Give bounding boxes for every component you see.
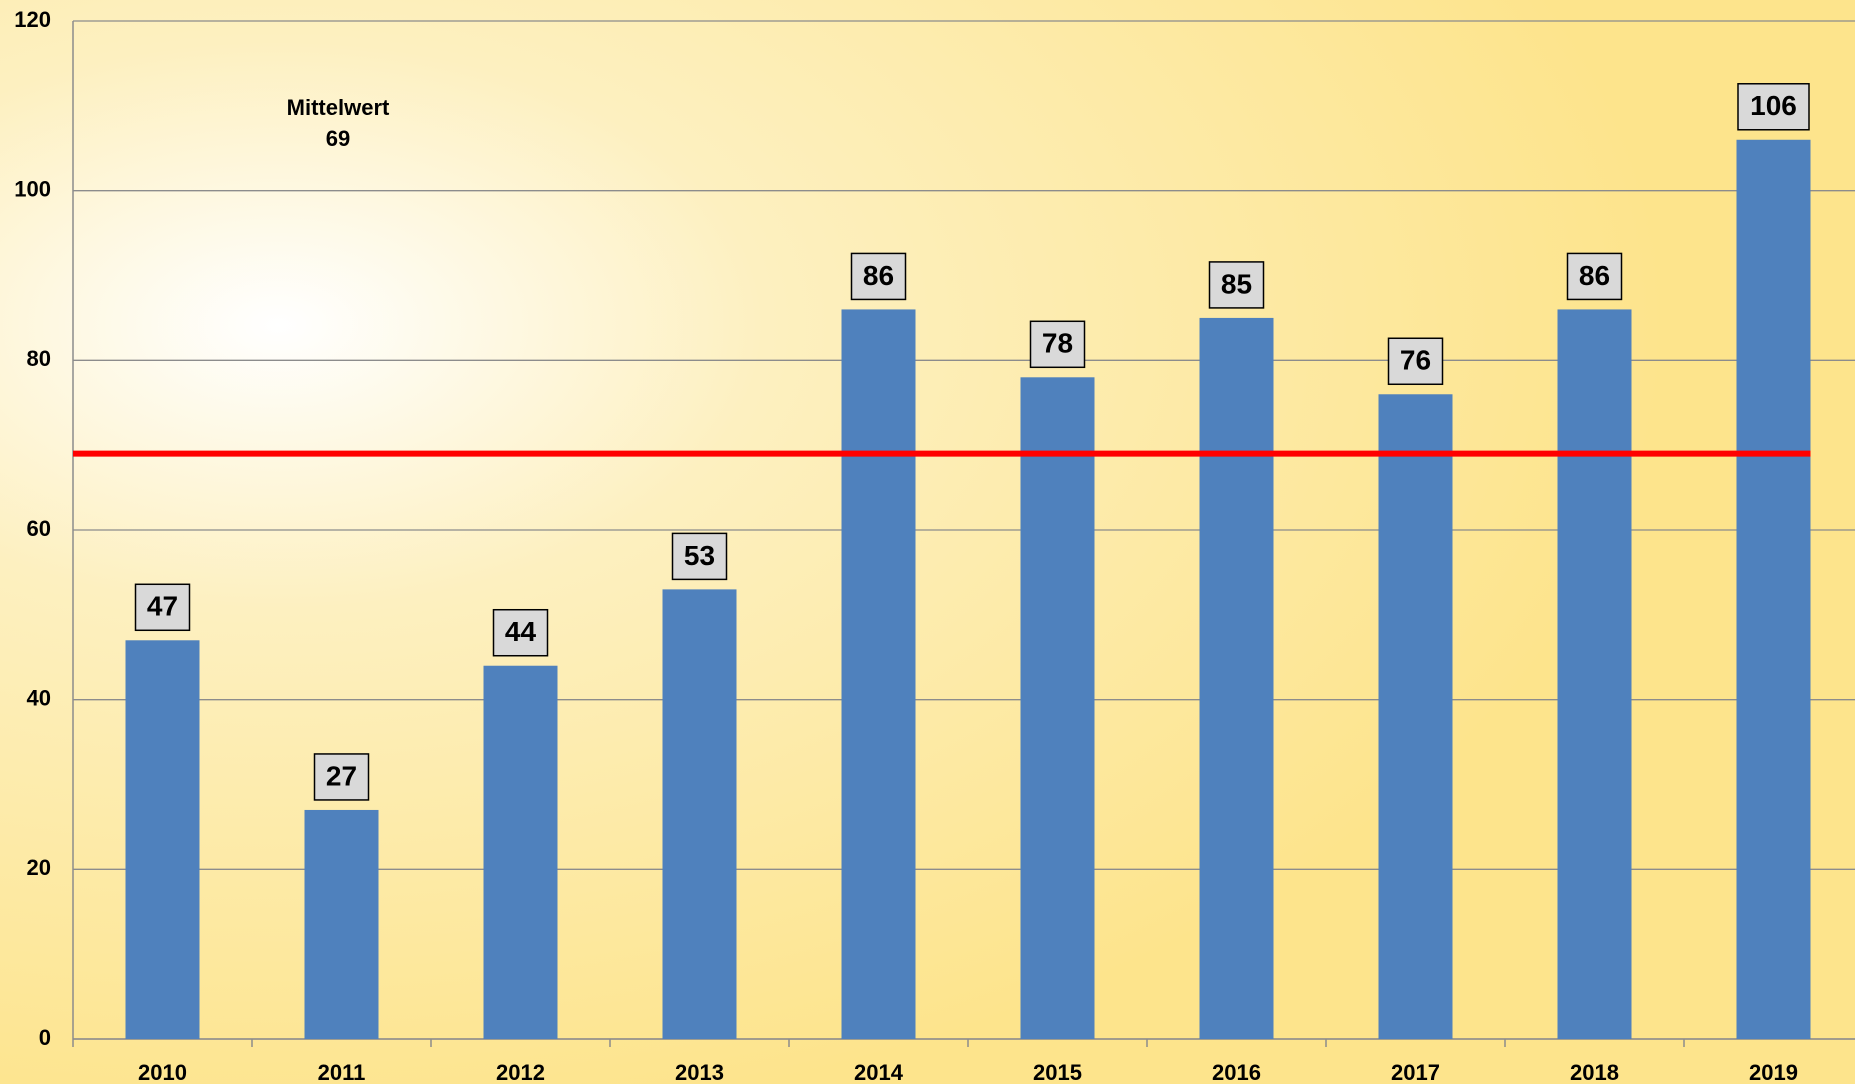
data-label-box	[492, 608, 549, 657]
y-tick-label: 40	[27, 685, 51, 710]
data-label-box	[1566, 252, 1623, 301]
bar	[1736, 139, 1811, 1039]
x-tick-label: 2018	[1570, 1060, 1619, 1084]
y-tick-label: 80	[27, 346, 51, 371]
x-tick-label: 2010	[138, 1060, 187, 1084]
bar	[1378, 394, 1453, 1039]
x-tick-label: 2011	[318, 1060, 366, 1084]
data-label-box	[134, 583, 191, 632]
mean-annotation-value: 69	[326, 126, 350, 151]
bar	[1557, 309, 1632, 1039]
y-tick-label: 120	[14, 7, 51, 32]
data-label: 76	[1400, 345, 1431, 376]
data-label-box	[1737, 83, 1810, 131]
x-tick-label: 2015	[1033, 1060, 1082, 1084]
data-label-box	[313, 753, 370, 801]
x-tick-label: 2012	[496, 1060, 545, 1084]
bar	[304, 809, 379, 1039]
data-label-box	[850, 252, 907, 301]
bar	[1020, 377, 1095, 1039]
bar	[841, 309, 916, 1039]
bar	[125, 640, 200, 1039]
x-tick-label: 2019	[1749, 1060, 1798, 1084]
y-tick-label: 100	[14, 176, 51, 201]
bar	[662, 589, 737, 1039]
data-label: 106	[1750, 90, 1797, 121]
data-label: 44	[505, 616, 537, 647]
data-label: 85	[1221, 268, 1252, 299]
data-label: 53	[684, 540, 715, 571]
data-label-box	[1029, 320, 1086, 369]
data-label: 78	[1042, 328, 1073, 359]
y-tick-label: 60	[27, 516, 51, 541]
y-tick-label: 0	[39, 1025, 51, 1050]
data-label-box	[671, 532, 728, 581]
x-tick-label: 2017	[1391, 1060, 1440, 1084]
bar	[1199, 317, 1274, 1040]
x-tick-label: 2014	[854, 1060, 904, 1084]
data-label: 27	[326, 760, 357, 791]
x-tick-label: 2013	[675, 1060, 724, 1084]
data-label-box	[1387, 337, 1444, 386]
bar	[483, 665, 558, 1039]
y-tick-label: 20	[27, 855, 51, 880]
x-tick-label: 2016	[1212, 1060, 1261, 1084]
data-label: 47	[147, 591, 178, 622]
data-label: 86	[1579, 260, 1610, 291]
data-label: 86	[863, 260, 894, 291]
data-label-box	[1208, 261, 1265, 309]
mean-annotation-label: Mittelwert	[287, 95, 390, 120]
